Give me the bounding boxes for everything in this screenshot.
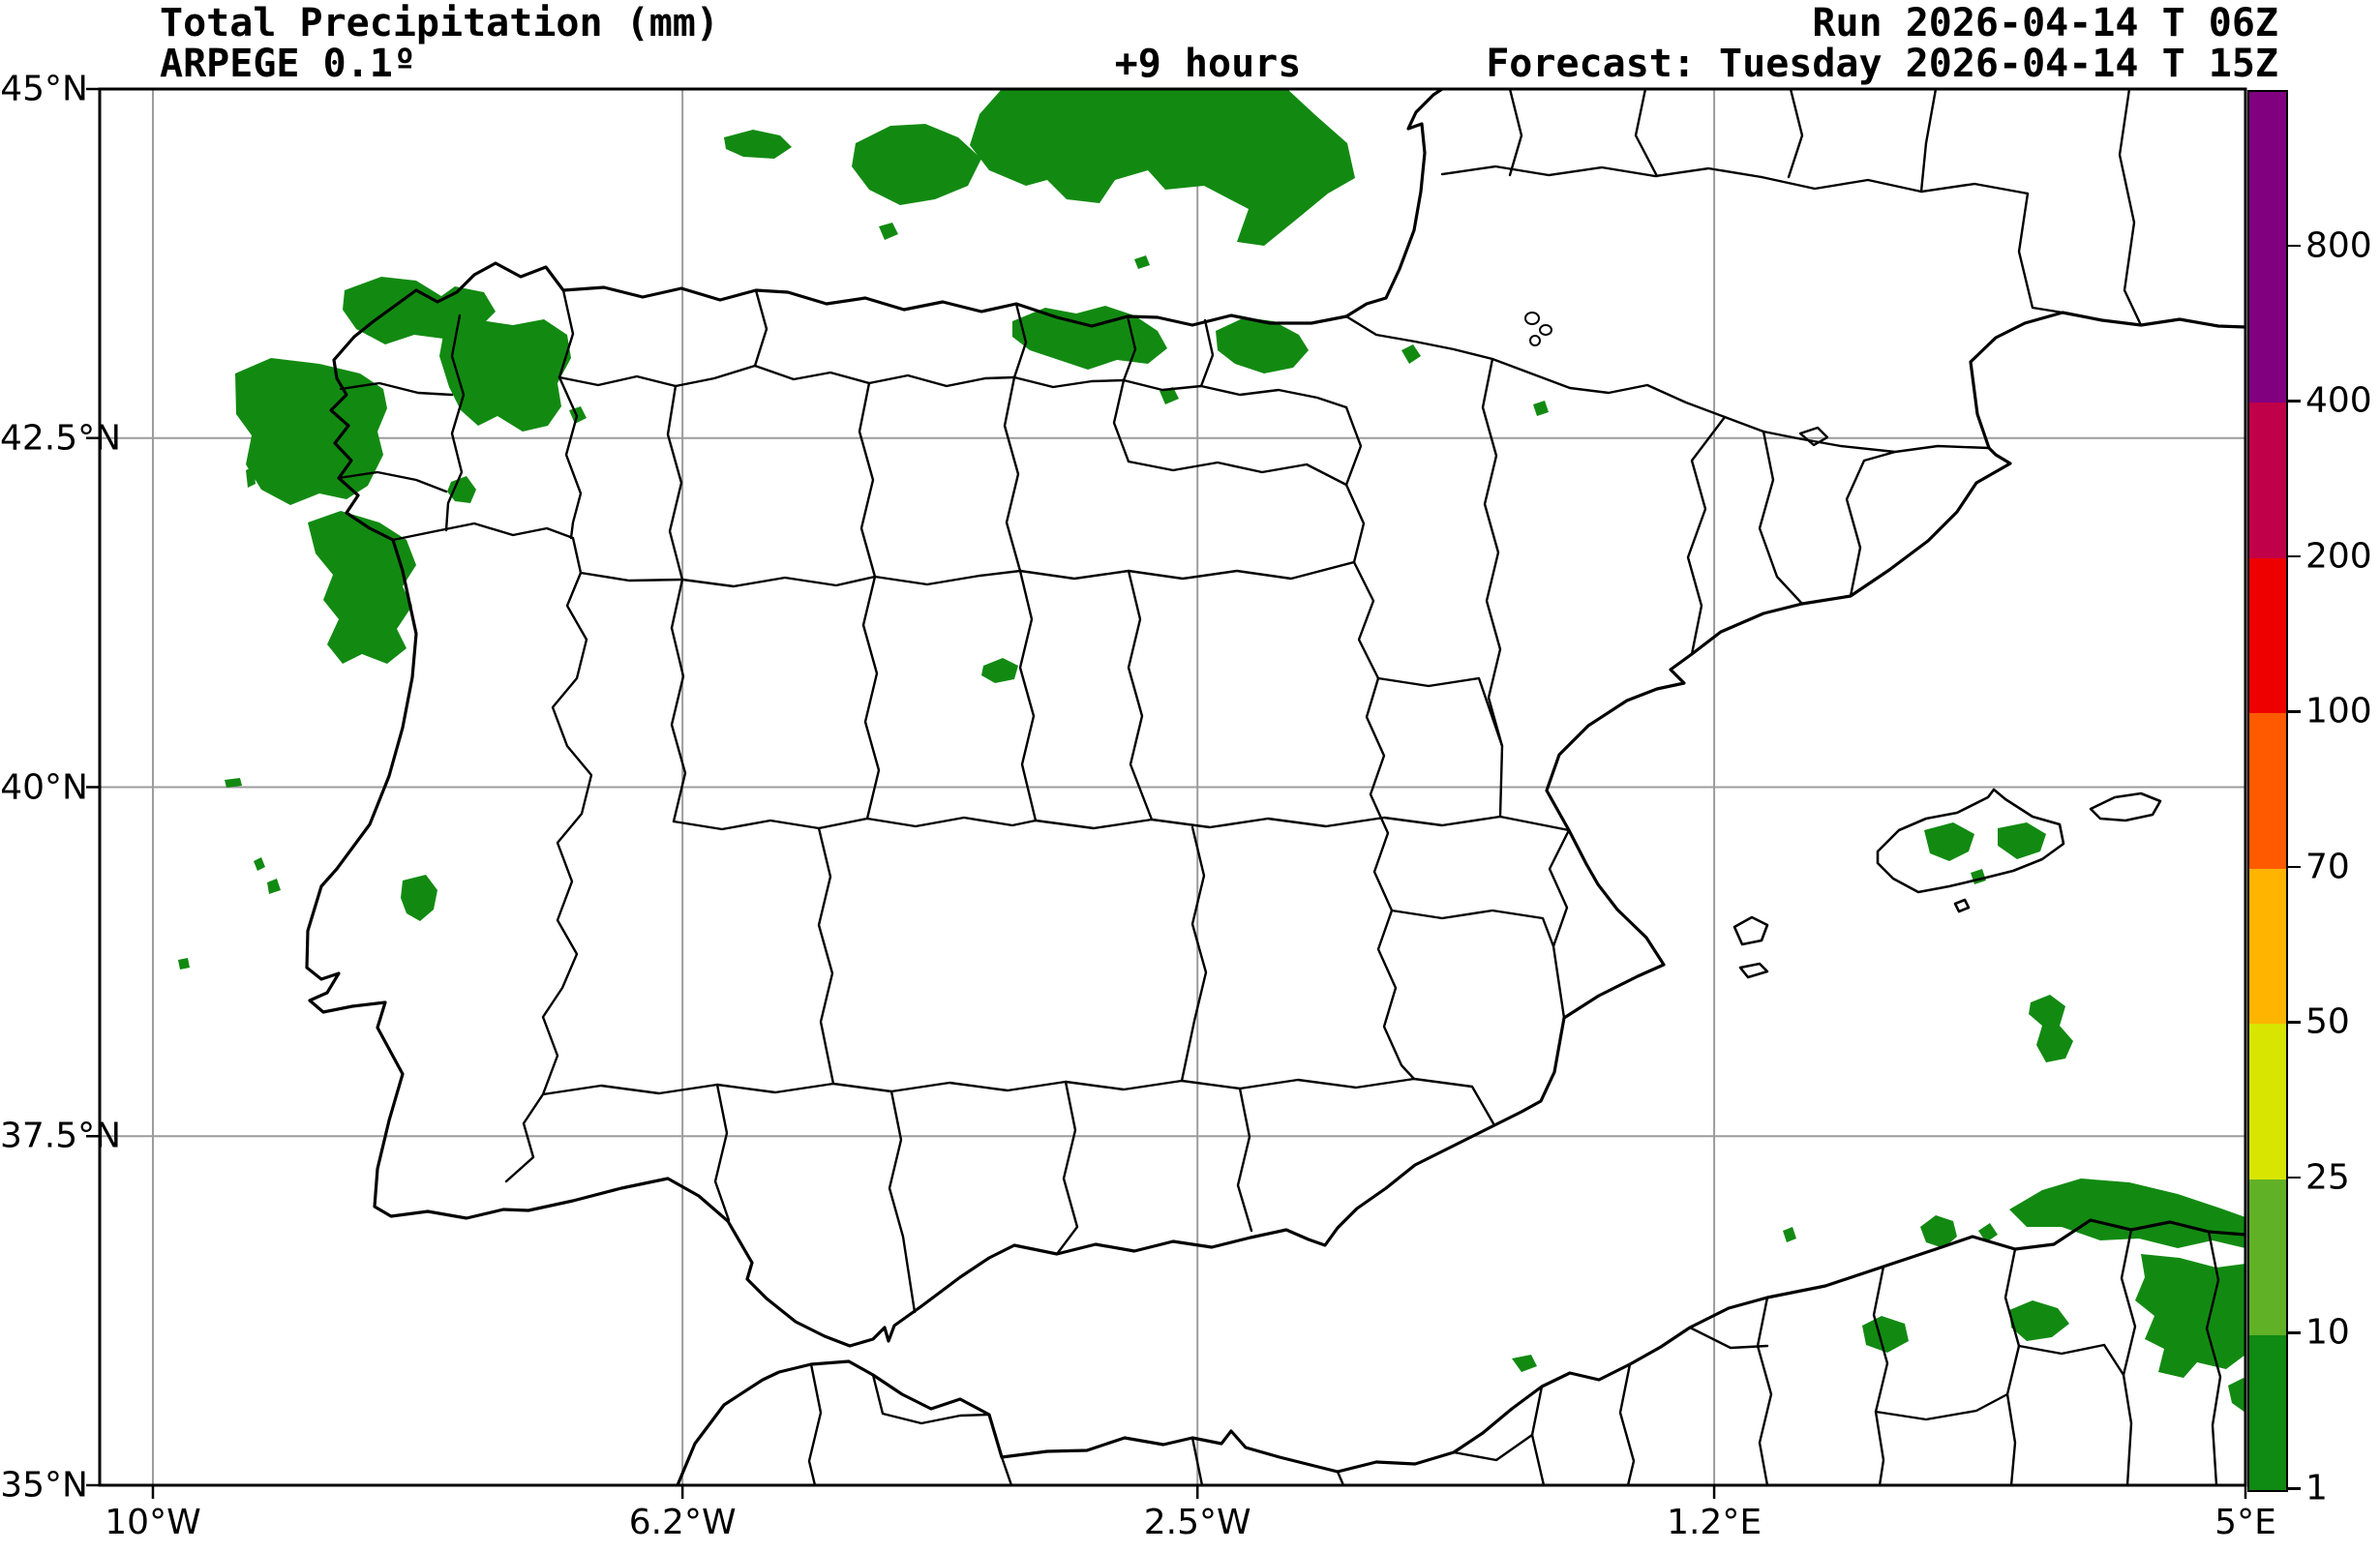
colorbar-tick	[2287, 400, 2301, 403]
chart-title: Total Precipitation (mm)	[160, 1, 719, 45]
colorbar-segment	[2249, 1334, 2286, 1491]
colorbar-segment	[2249, 557, 2286, 714]
colorbar-tick	[2287, 1021, 2301, 1024]
colorbar-tick-label: 800	[2305, 225, 2372, 266]
colorbar	[2247, 90, 2288, 1492]
colorbar-tick-label: 10	[2305, 1312, 2350, 1353]
colorbar-tick	[2287, 1331, 2301, 1334]
province-borders	[337, 89, 2222, 1485]
colorbar-segment	[2249, 247, 2286, 403]
colorbar-tick	[2287, 1487, 2301, 1490]
colorbar-segment	[2249, 403, 2286, 558]
colorbar-segment	[2249, 1179, 2286, 1335]
precipitation-patches	[178, 89, 2245, 1413]
colorbar-tick-label: 70	[2305, 847, 2350, 887]
y-tick-label: 42.5°N	[0, 418, 122, 459]
lakes	[1524, 312, 1552, 346]
lead-time-label: +9 hours	[1114, 42, 1302, 86]
coastlines	[305, 89, 2245, 1485]
y-tick-label: 40°N	[0, 767, 88, 807]
country-borders	[391, 314, 1991, 1183]
colorbar-segment	[2249, 92, 2286, 248]
colorbar-tick-label: 25	[2305, 1157, 2350, 1198]
forecast-label: Forecast: Tuesday 2026-04-14 T 15Z	[1486, 42, 2278, 86]
colorbar-tick	[2287, 244, 2301, 248]
x-tick-label: 6.2°W	[628, 1503, 737, 1542]
colorbar-tick-label: 400	[2305, 380, 2372, 421]
colorbar-segment	[2249, 1024, 2286, 1179]
x-tick-label: 5°E	[2214, 1503, 2276, 1542]
y-tick-label: 37.5°N	[0, 1116, 122, 1156]
colorbar-tick	[2287, 554, 2301, 558]
model-label: ARPEGE 0.1º	[160, 42, 416, 86]
colorbar-tick	[2287, 710, 2301, 713]
x-tick-label: 10°W	[105, 1503, 201, 1542]
axis-ticks	[86, 87, 2247, 1499]
colorbar-tick-label: 50	[2305, 1001, 2350, 1042]
colorbar-segment	[2249, 713, 2286, 869]
x-tick-label: 2.5°W	[1143, 1503, 1251, 1542]
colorbar-tick	[2287, 865, 2301, 869]
colorbar-tick-label: 1	[2305, 1468, 2328, 1508]
x-tick-label: 1.2°E	[1667, 1503, 1762, 1542]
colorbar-tick-label: 200	[2305, 536, 2372, 577]
y-tick-label: 35°N	[0, 1465, 88, 1506]
y-tick-label: 45°N	[0, 69, 88, 109]
colorbar-tick	[2287, 1176, 2301, 1179]
run-label: Run 2026-04-14 T 06Z	[1812, 1, 2278, 45]
islands	[1732, 788, 2162, 979]
colorbar-segment	[2249, 868, 2286, 1025]
colorbar-tick-label: 100	[2305, 691, 2372, 731]
